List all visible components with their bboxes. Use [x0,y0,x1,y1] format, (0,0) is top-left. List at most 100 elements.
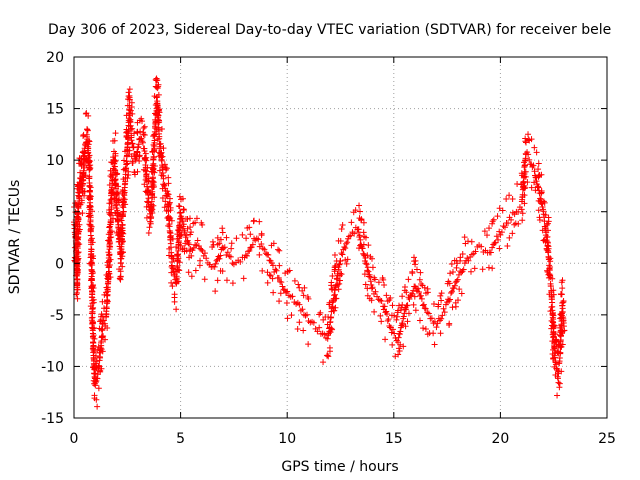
data-point-marker [120,208,127,215]
data-point-marker [228,245,235,252]
data-point-marker [86,175,93,182]
data-point-marker [545,243,552,250]
data-point-marker [342,245,349,252]
data-point-marker [186,241,193,248]
data-point-marker [411,293,418,300]
data-point-marker [556,380,563,387]
data-point-marker [375,279,382,286]
data-point-marker [108,228,115,235]
data-point-marker [246,247,253,254]
data-point-marker [490,216,497,223]
data-point-marker [401,284,408,291]
data-point-marker [489,220,496,227]
data-point-marker [74,236,81,243]
data-point-marker [329,272,336,279]
data-point-marker [86,152,93,159]
data-point-marker [400,343,407,350]
data-point-marker [456,286,463,293]
data-point-marker [98,365,105,372]
data-point-marker [300,327,307,334]
data-point-marker [227,253,234,260]
x-axis-label: GPS time / hours [281,459,398,475]
data-point-marker [136,157,143,164]
data-point-marker [243,235,250,242]
data-point-marker [86,138,93,145]
data-point-marker [158,149,165,156]
data-point-marker [399,301,406,308]
data-point-marker [153,75,160,82]
data-point-marker [131,130,138,137]
data-point-marker [299,287,306,294]
data-point-marker [119,239,126,246]
data-point-marker [468,238,475,245]
data-point-marker [95,385,102,392]
data-point-marker [141,132,148,139]
data-point-marker [378,318,385,325]
data-point-marker [192,267,199,274]
data-point-marker [160,175,167,182]
data-point-marker [214,234,221,241]
data-point-marker [173,306,180,313]
data-point-marker [121,196,128,203]
data-point-marker [501,224,508,231]
data-point-marker [108,234,115,241]
x-tick-label: 25 [598,431,616,447]
data-point-marker [143,157,150,164]
data-point-marker [499,207,506,214]
data-point-marker [481,228,488,235]
data-point-marker [335,286,342,293]
data-point-marker [540,198,547,205]
data-point-marker [90,349,97,356]
data-point-marker [409,290,416,297]
data-point-marker [521,200,528,207]
data-point-marker [167,207,174,214]
data-point-marker [440,305,447,312]
data-point-marker [465,257,472,264]
y-axis-ticks: -15 -10 -5 0 5 10 15 20 [41,50,607,427]
data-point-marker [521,192,528,199]
data-point-marker [449,269,456,276]
data-point-marker [422,305,429,312]
data-point-marker [554,375,561,382]
data-point-marker [138,115,145,122]
data-point-marker [301,284,308,291]
data-point-marker [451,282,458,289]
data-point-marker [258,240,265,247]
data-point-marker [91,348,98,355]
data-point-marker [561,327,568,334]
data-point-marker [219,229,226,236]
data-point-marker [169,283,176,290]
data-point-marker [185,269,192,276]
data-point-marker [198,246,205,253]
data-point-marker [158,126,165,133]
data-point-marker [203,255,210,262]
data-point-marker [438,297,445,304]
data-point-marker [176,267,183,274]
data-point-marker [89,268,96,275]
data-point-marker [111,137,118,144]
data-point-marker [151,137,158,144]
data-point-marker [552,331,559,338]
data-point-marker [358,217,365,224]
data-point-marker [84,127,91,134]
data-point-marker [541,199,548,206]
data-point-marker [296,319,303,326]
data-point-marker [87,184,94,191]
data-point-marker [326,344,333,351]
data-point-marker [558,291,565,298]
data-point-marker [550,312,557,319]
data-point-marker [454,297,461,304]
data-point-marker [396,347,403,354]
data-point-marker [504,243,511,250]
data-point-marker [247,231,254,238]
data-point-marker [75,231,82,238]
data-point-marker [128,137,135,144]
data-point-marker [74,267,81,274]
data-point-marker [551,345,558,352]
data-point-marker [155,81,162,88]
data-point-marker [89,239,96,246]
data-point-marker [265,251,272,258]
data-point-marker [85,145,92,152]
data-point-marker [128,104,135,111]
data-point-marker [92,379,99,386]
